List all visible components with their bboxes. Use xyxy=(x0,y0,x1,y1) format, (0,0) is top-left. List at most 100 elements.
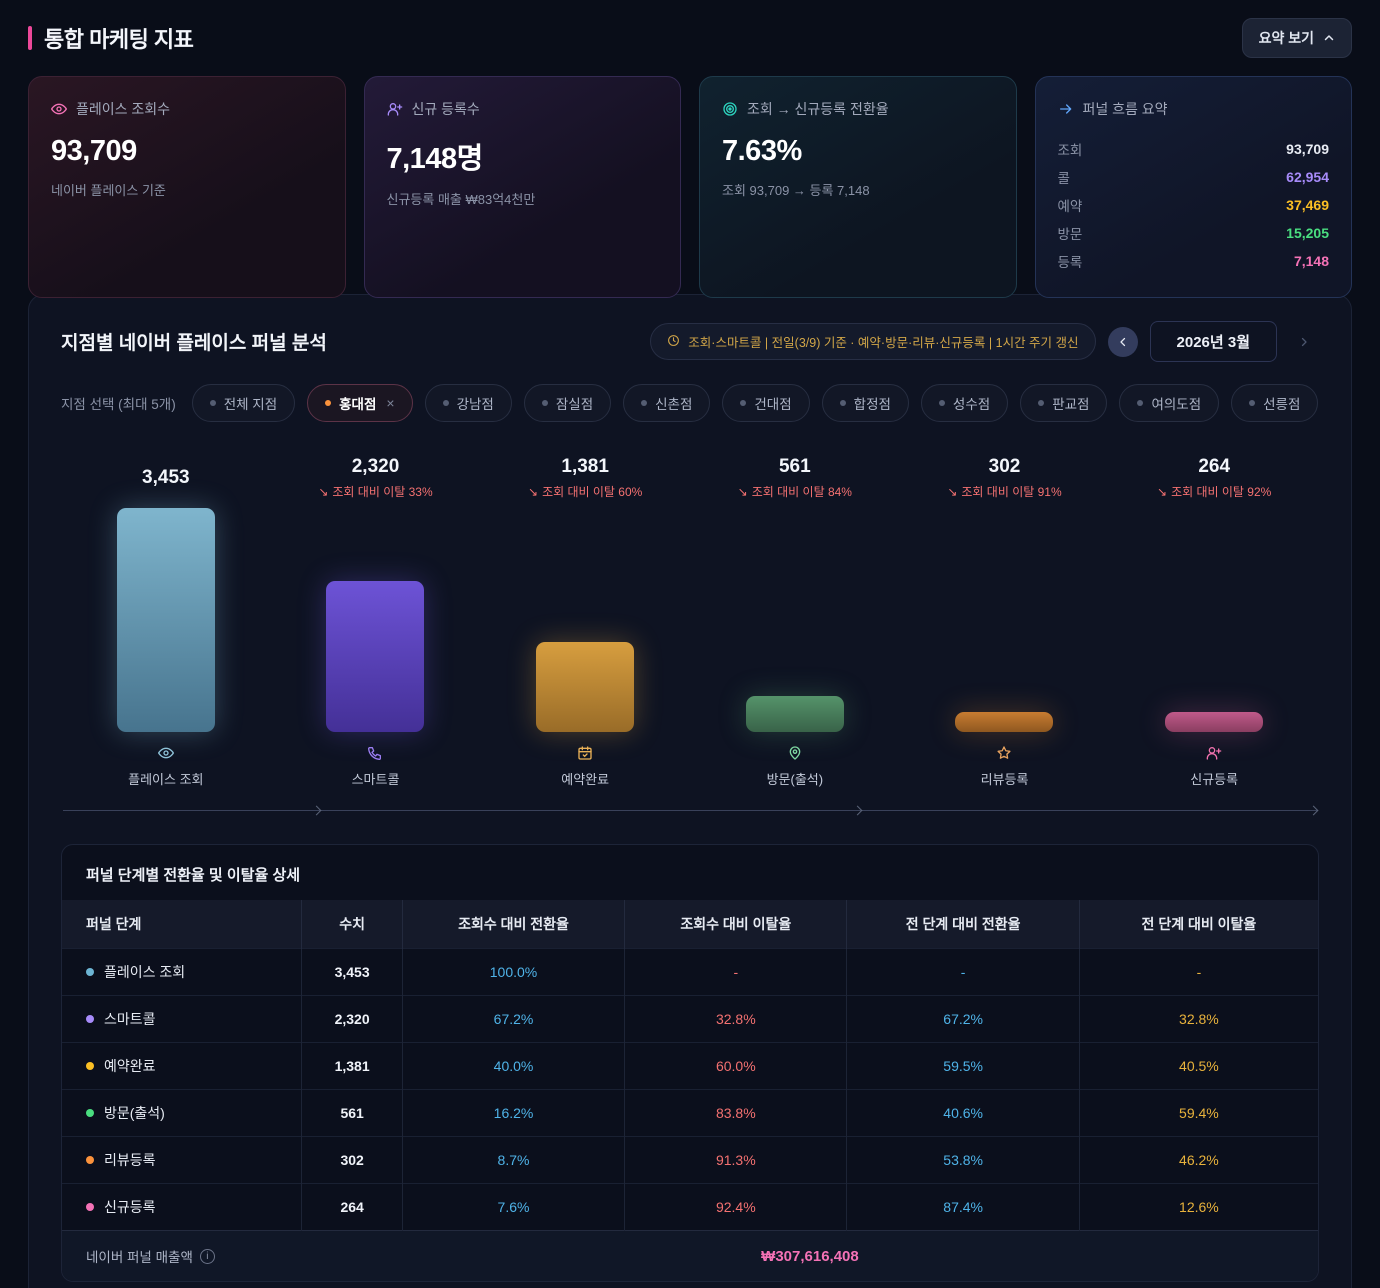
stage-dot xyxy=(86,1109,94,1117)
stage-name: 신규등록 xyxy=(104,1199,156,1215)
kpi-subtext: 신규등록 매출 ₩83억4천만 xyxy=(386,192,536,207)
table-row: 플레이스 조회 3,453 100.0% - - - xyxy=(62,948,1318,996)
table-row: 예약완료 1,381 40.0% 60.0% 59.5% 40.5% xyxy=(62,1042,1318,1090)
stage-value: 2,320 xyxy=(351,456,400,477)
stage-dot xyxy=(86,968,94,976)
branch-chip-pangyo[interactable]: 판교점 xyxy=(1020,384,1108,422)
table-title: 퍼널 단계별 전환율 및 이탈율 상세 xyxy=(86,867,301,884)
branch-chip-kondae[interactable]: 건대점 xyxy=(722,384,810,422)
branch-chip-gangnam[interactable]: 강남점 xyxy=(424,384,512,422)
panel-header: 지점별 네이버 플레이스 퍼널 분석 조회·스마트콜 | 전일(3/9) 기준 … xyxy=(61,321,1319,362)
branch-chip-hongdae[interactable]: 홍대점 × xyxy=(307,384,413,422)
funnel-stage-reservation: 1,381 ↘ 조회 대비 이탈 60% 예약완료 xyxy=(480,452,690,788)
stage-name: 플레이스 조회 xyxy=(104,964,186,980)
churn-vs-views: 83.8% xyxy=(624,1089,847,1137)
flow-value: 62,954 xyxy=(1286,169,1329,185)
stage-bar[interactable] xyxy=(116,508,215,732)
panel-header-controls: 조회·스마트콜 | 전일(3/9) 기준 · 예약·방문·리뷰·신규등록 | 1… xyxy=(650,321,1319,362)
flow-value: 93,709 xyxy=(1286,141,1329,157)
conv-vs-views: 100.0% xyxy=(401,948,625,996)
chip-label: 여의도점 xyxy=(1151,397,1202,412)
info-icon[interactable]: i xyxy=(199,1248,215,1264)
col-header-conv-vs-prev: 전 단계 대비 전환율 xyxy=(846,900,1080,949)
branch-chip-seongsu[interactable]: 성수점 xyxy=(920,384,1009,422)
table-row: 스마트콜 2,320 67.2% 32.8% 67.2% 32.8% xyxy=(62,995,1318,1043)
table-header-row: 퍼널 단계 수치 조회수 대비 전환율 조회수 대비 이탈율 전 단계 대비 전… xyxy=(62,900,1318,949)
kpi-subtext: 조회 93,709 → 등록 7,148 xyxy=(722,183,870,198)
trend-down-icon: ↘ xyxy=(947,484,958,499)
axis-arrow-icon xyxy=(1308,805,1319,816)
stage-name: 예약완료 xyxy=(104,1058,156,1074)
flow-label: 콜 xyxy=(1057,171,1070,186)
summary-button-label: 요약 보기 xyxy=(1258,30,1314,46)
churn-vs-prev: 59.4% xyxy=(1078,1089,1318,1137)
churn-vs-views: 32.8% xyxy=(624,995,847,1043)
funnel-analysis-panel: 지점별 네이버 플레이스 퍼널 분석 조회·스마트콜 | 전일(3/9) 기준 … xyxy=(28,294,1352,1288)
branch-chip-yeouido[interactable]: 여의도점 xyxy=(1119,384,1220,422)
conv-vs-prev: 53.8% xyxy=(846,1136,1080,1184)
title-wrap: 통합 마케팅 지표 xyxy=(28,22,194,54)
kpi-value: 7,148명 xyxy=(386,143,484,175)
churn-vs-views: 91.3% xyxy=(624,1136,847,1184)
table-row: 리뷰등록 302 8.7% 91.3% 53.8% 46.2% xyxy=(62,1136,1318,1184)
branch-chip-all[interactable]: 전체 지점 xyxy=(191,384,296,422)
axis-line xyxy=(63,810,1317,811)
chip-dot xyxy=(1038,400,1045,406)
flow-label: 등록 xyxy=(1057,255,1083,270)
chip-label: 강남점 xyxy=(456,397,494,412)
branch-chip-hapjeong[interactable]: 합정점 xyxy=(821,384,909,422)
stage-count: 1,381 xyxy=(301,1042,403,1090)
month-selector[interactable]: 2026년 3월 xyxy=(1149,321,1277,362)
chip-label: 건대점 xyxy=(754,397,792,412)
stage-count: 2,320 xyxy=(301,995,403,1043)
star-icon xyxy=(996,745,1012,761)
next-month-button[interactable] xyxy=(1289,327,1319,357)
churn-vs-views: - xyxy=(624,948,847,996)
stage-flow-axis xyxy=(61,804,1319,818)
title-accent-bar xyxy=(28,26,32,50)
stage-name: 방문(출석) xyxy=(104,1105,165,1121)
prev-month-button[interactable] xyxy=(1107,326,1138,357)
person-plus-icon xyxy=(387,101,403,117)
top-bar: 통합 마케팅 지표 요약 보기 xyxy=(28,16,1352,60)
kpi-label: 조회 → 신규등록 전환율 xyxy=(747,101,889,117)
stage-name: 스마트콜 xyxy=(104,1011,156,1027)
flow-row: 콜 62,954 xyxy=(1058,163,1330,191)
funnel-stage-visit: 561 ↘ 조회 대비 이탈 84% 방문(출석) xyxy=(690,452,900,788)
stage-dot xyxy=(86,1015,94,1023)
branch-chip-seolleung[interactable]: 선릉점 xyxy=(1231,384,1319,422)
chip-dot xyxy=(541,400,548,406)
revenue-value: ₩307,616,408 xyxy=(301,1230,1318,1281)
page-title: 통합 마케팅 지표 xyxy=(44,27,194,52)
chip-dot xyxy=(839,400,846,406)
kpi-label: 신규 등록수 xyxy=(411,101,480,117)
stage-drop: ↘ 조회 대비 이탈 92% xyxy=(1157,484,1272,500)
branch-chip-sinchon[interactable]: 신촌점 xyxy=(623,384,711,422)
phone-icon xyxy=(367,745,383,761)
trend-down-icon: ↘ xyxy=(528,484,539,499)
stage-count: 264 xyxy=(301,1183,403,1231)
branch-filter-row: 지점 선택 (최대 5개) 전체 지점 홍대점 × 강남점 잠실점 신촌점 xyxy=(61,384,1319,422)
stage-bar[interactable] xyxy=(326,581,425,732)
funnel-stage-review: 302 ↘ 조회 대비 이탈 91% 리뷰등록 xyxy=(900,452,1110,788)
stage-drop: ↘ 조회 대비 이탈 91% xyxy=(947,484,1062,500)
kpi-value: 7.63% xyxy=(722,135,802,167)
churn-vs-prev: 40.5% xyxy=(1078,1042,1318,1090)
kpi-card-funnel-summary: 퍼널 흐름 요약 조회 93,709 콜 62,954 예약 37,469 방문… xyxy=(1034,76,1352,298)
branch-chip-jamsil[interactable]: 잠실점 xyxy=(523,384,612,422)
stage-bar[interactable] xyxy=(745,696,844,732)
summary-toggle-button[interactable]: 요약 보기 xyxy=(1241,18,1352,58)
remove-branch-icon[interactable]: × xyxy=(386,395,395,411)
stage-bar[interactable] xyxy=(536,642,635,732)
funnel-stage-new-registration: 264 ↘ 조회 대비 이탈 92% 신규등록 xyxy=(1109,452,1319,788)
chip-label: 잠실점 xyxy=(555,397,594,412)
trend-down-icon: ↘ xyxy=(318,484,329,499)
stage-bar[interactable] xyxy=(955,712,1054,732)
chip-dot xyxy=(442,400,449,406)
stage-drop: ↘ 조회 대비 이탈 33% xyxy=(318,484,433,500)
table-row: 신규등록 264 7.6% 92.4% 87.4% 12.6% xyxy=(62,1183,1318,1231)
chip-label: 전체 지점 xyxy=(223,397,278,412)
stage-bar[interactable] xyxy=(1165,712,1264,732)
stage-drop: ↘ 조회 대비 이탈 60% xyxy=(528,484,643,500)
kpi-card-place-views: 플레이스 조회수 93,709 네이버 플레이스 기준 xyxy=(28,76,346,298)
